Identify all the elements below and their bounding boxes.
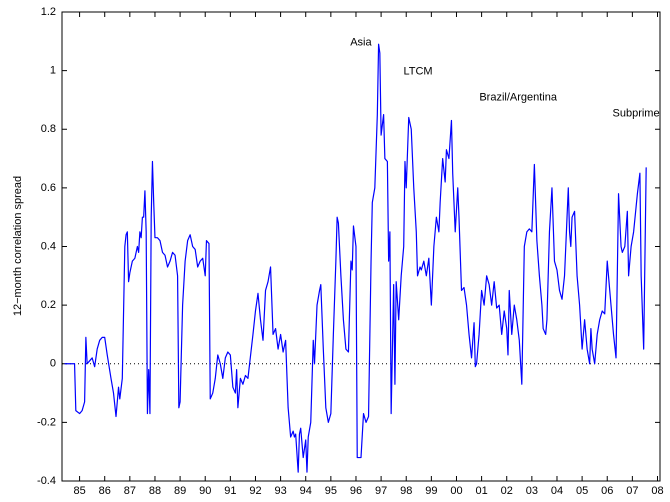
x-tick-label: 98 — [400, 485, 412, 497]
y-axis-label: 12−month correlation spread — [12, 176, 24, 316]
x-tick-label: 95 — [325, 485, 337, 497]
y-tick-label: 0.6 — [41, 182, 56, 194]
y-tick-label: 1.2 — [41, 6, 56, 18]
x-tick-label: 96 — [350, 485, 362, 497]
x-tick-label: 07 — [626, 485, 638, 497]
x-tick-label: 08 — [651, 485, 663, 497]
y-tick-label: 0.4 — [41, 240, 56, 252]
x-tick-label: 87 — [124, 485, 136, 497]
x-tick-label: 86 — [99, 485, 111, 497]
x-tick-label: 05 — [576, 485, 588, 497]
x-tick-label: 06 — [601, 485, 613, 497]
x-tick-label: 90 — [199, 485, 211, 497]
y-tick-label: 0 — [50, 358, 56, 370]
x-tick-label: 03 — [526, 485, 538, 497]
x-tick-label: 97 — [375, 485, 387, 497]
y-tick-label: -0.4 — [37, 475, 56, 487]
annotation: LTCM — [403, 65, 432, 77]
annotation: Subprime — [613, 108, 660, 120]
annotation: Asia — [350, 37, 372, 49]
y-tick-label: 1 — [50, 65, 56, 77]
y-tick-label: -0.2 — [37, 416, 56, 428]
x-tick-label: 99 — [425, 485, 437, 497]
data-line — [64, 43, 647, 473]
annotation: Brazil/Argentina — [479, 91, 558, 103]
y-tick-label: 0.2 — [41, 299, 56, 311]
x-tick-label: 88 — [149, 485, 161, 497]
x-tick-label: 94 — [300, 485, 312, 497]
x-tick-label: 00 — [450, 485, 462, 497]
x-tick-label: 91 — [224, 485, 236, 497]
x-tick-label: 04 — [551, 485, 563, 497]
x-tick-label: 85 — [73, 485, 85, 497]
x-tick-label: 01 — [475, 485, 487, 497]
y-tick-label: 0.8 — [41, 123, 56, 135]
x-tick-label: 93 — [274, 485, 286, 497]
x-tick-label: 02 — [501, 485, 513, 497]
x-tick-label: 89 — [174, 485, 186, 497]
x-tick-label: 92 — [249, 485, 261, 497]
